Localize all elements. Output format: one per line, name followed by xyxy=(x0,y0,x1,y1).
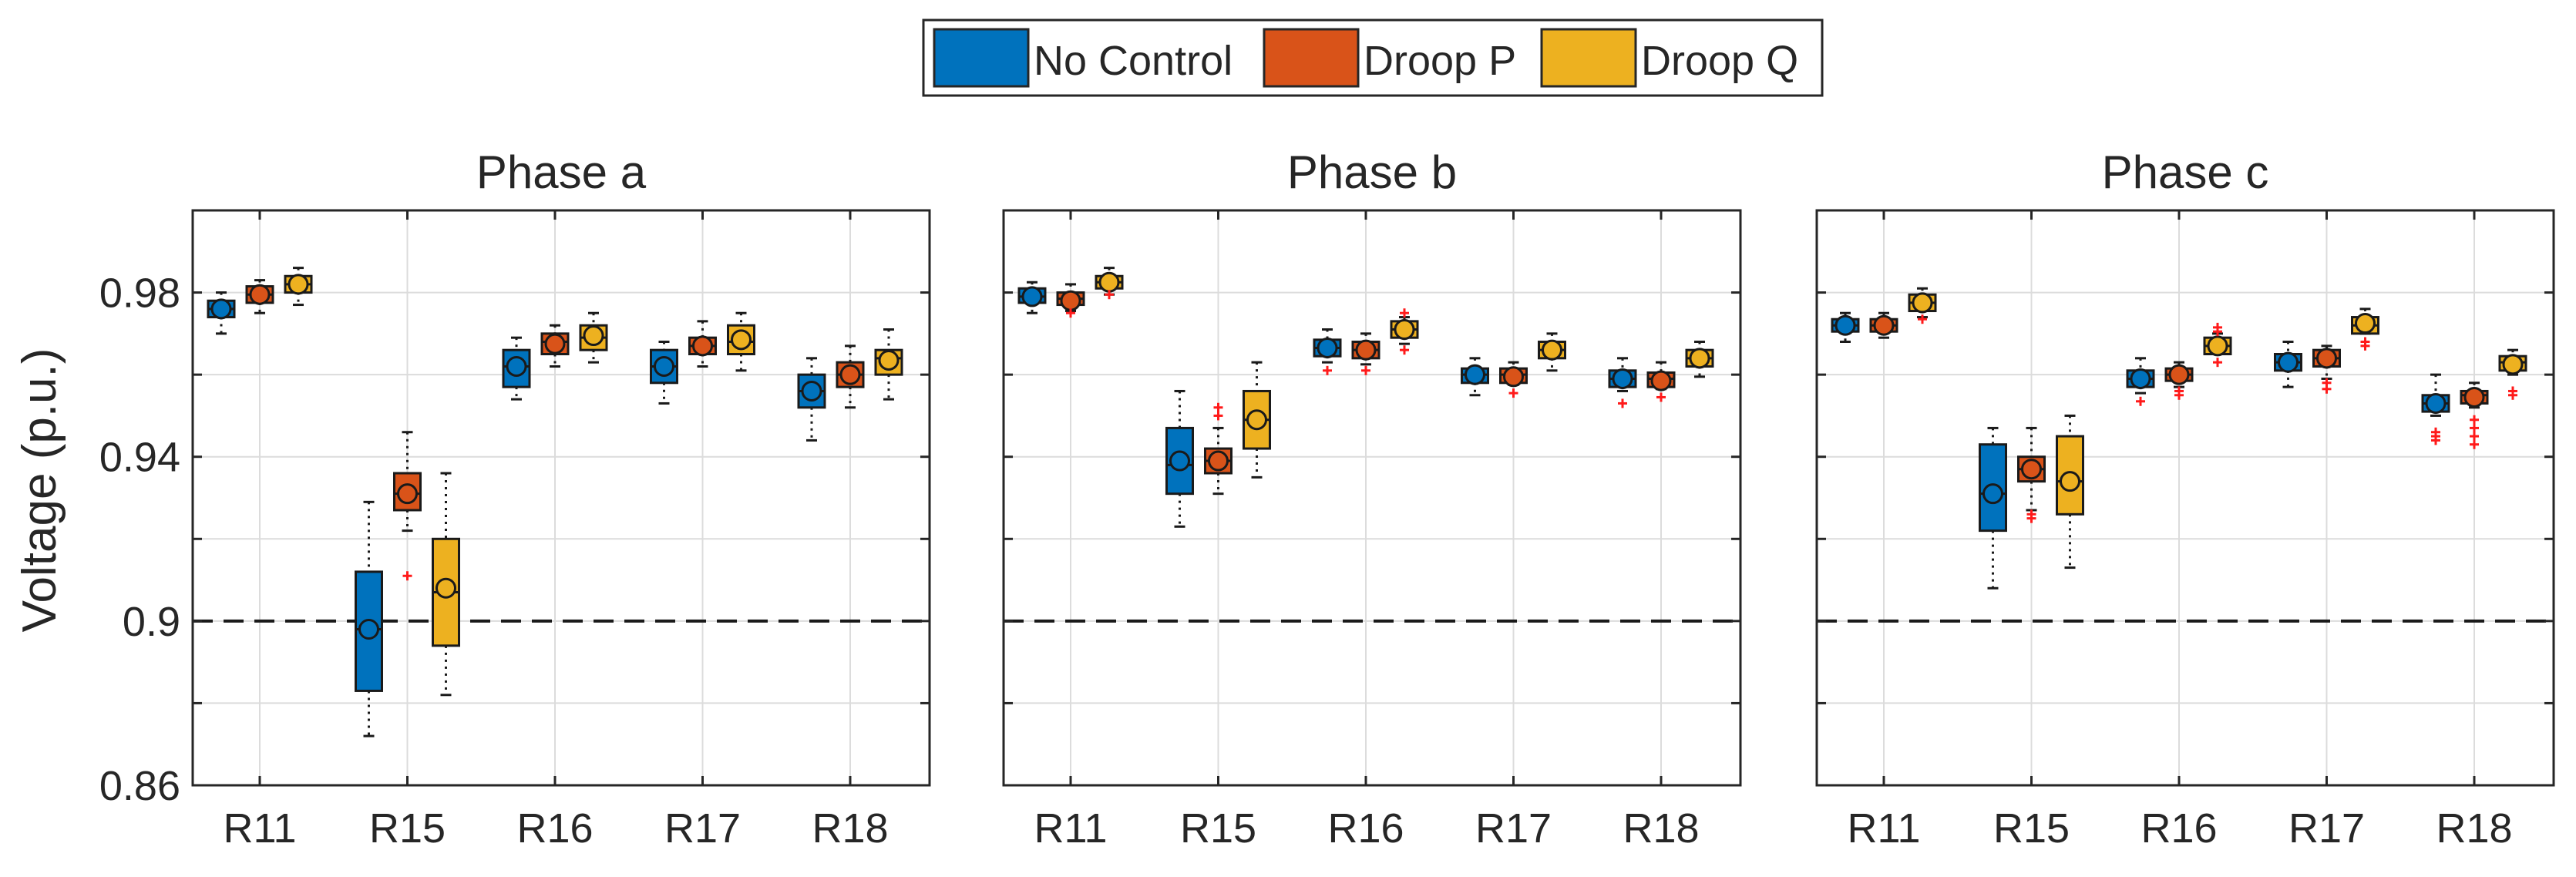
mean-marker-r17-droop-q xyxy=(2355,313,2376,334)
x-tick-label-r18: R18 xyxy=(812,805,888,852)
y-axis-label: Voltage (p.u.) xyxy=(13,348,66,633)
plot-area-phase-c xyxy=(1817,210,2554,785)
legend-label-no-control: No Control xyxy=(1034,38,1233,84)
mean-marker-r18-droop-p xyxy=(1650,370,1672,391)
plot-area-phase-b xyxy=(1004,210,1740,785)
mean-marker-r17-no-control xyxy=(1465,364,1485,385)
y-tick-label: 0.98 xyxy=(99,270,180,317)
mean-marker-r11-droop-p xyxy=(249,284,271,305)
x-tick-label-r15: R15 xyxy=(1993,805,2070,852)
legend-swatch-no-control xyxy=(933,28,1030,88)
mean-marker-r15-droop-q xyxy=(2060,471,2080,492)
mean-marker-r17-droop-q xyxy=(731,329,752,351)
mean-marker-r16-no-control xyxy=(2130,368,2151,389)
legend: No Control Droop P Droop Q xyxy=(922,18,1824,97)
x-tick-label-r17: R17 xyxy=(664,805,741,852)
mean-marker-r15-no-control xyxy=(358,619,379,640)
panel-phase-b: R11 R15 R16 R17 R18 Phase b xyxy=(1002,146,1742,852)
x-tick-label-r18: R18 xyxy=(2436,805,2512,852)
x-tick-label-r15: R15 xyxy=(1180,805,1256,852)
mean-marker-r18-no-control xyxy=(801,380,822,402)
x-tick-label-r17: R17 xyxy=(2288,805,2365,852)
mean-marker-r15-no-control xyxy=(1169,450,1190,472)
panel-phase-c: R11 R15 R16 R17 R18 Phase c xyxy=(1815,146,2555,852)
mean-marker-r11-droop-p xyxy=(1873,314,1895,336)
mean-marker-r15-droop-q xyxy=(435,577,456,599)
x-tick-label-r16: R16 xyxy=(1327,805,1404,852)
x-tick-label-r11: R11 xyxy=(223,805,296,852)
mean-marker-r16-droop-q xyxy=(583,325,604,347)
mean-marker-r15-droop-p xyxy=(397,483,418,505)
legend-box xyxy=(922,18,1824,97)
mean-marker-r16-no-control xyxy=(506,355,527,377)
x-tick-label-r15: R15 xyxy=(369,805,446,852)
box-r15-droop-q xyxy=(2056,435,2084,516)
axes-frame-phase-c xyxy=(1815,209,2555,787)
panel-title-phase-b: Phase b xyxy=(1287,146,1457,198)
mean-marker-r15-droop-p xyxy=(2021,459,2042,480)
mean-marker-r16-no-control xyxy=(1317,338,1338,359)
panel-title-phase-c: Phase c xyxy=(2102,146,2269,198)
axes-frame-phase-a xyxy=(191,209,931,787)
legend-swatch-droop-q xyxy=(1540,28,1637,88)
mean-marker-r18-no-control xyxy=(1612,368,1633,389)
mean-marker-r17-droop-p xyxy=(2316,348,2337,369)
mean-marker-r11-no-control xyxy=(210,298,232,320)
axes-frame-phase-b xyxy=(1002,209,1742,787)
y-tick-label: 0.86 xyxy=(99,763,180,809)
panel-phase-a: 0.86 0.9 0.94 0.98 R11 R15 R16 R17 R18 Phase a xyxy=(99,146,931,852)
mean-marker-r15-droop-q xyxy=(1246,409,1267,431)
mean-marker-r18-droop-p xyxy=(839,364,861,385)
mean-marker-r11-droop-q xyxy=(1098,271,1120,293)
mean-marker-r16-droop-q xyxy=(1394,319,1415,341)
mean-marker-r11-droop-q xyxy=(288,274,309,295)
mean-marker-r11-droop-p xyxy=(1060,290,1081,311)
mean-marker-r18-no-control xyxy=(2425,392,2447,414)
mean-marker-r18-droop-q xyxy=(878,349,900,371)
mean-marker-r18-droop-q xyxy=(1689,348,1710,369)
mean-marker-r17-droop-p xyxy=(1503,366,1524,388)
x-tick-label-r11: R11 xyxy=(1034,805,1107,852)
plot-area-phase-a xyxy=(193,210,930,785)
x-tick-label-r11: R11 xyxy=(1847,805,1920,852)
mean-marker-r17-no-control xyxy=(654,355,674,377)
mean-marker-r16-droop-p xyxy=(1355,339,1377,361)
legend-label-droop-q: Droop Q xyxy=(1641,38,1798,84)
mean-marker-r17-droop-p xyxy=(692,335,713,357)
mean-marker-r11-no-control xyxy=(1021,286,1043,307)
y-tick-label: 0.94 xyxy=(99,435,180,481)
mean-marker-r18-droop-q xyxy=(2502,354,2524,375)
x-tick-label-r17: R17 xyxy=(1475,805,1552,852)
y-tick-label: 0.9 xyxy=(123,599,180,645)
mean-marker-r15-no-control xyxy=(1982,483,2003,505)
legend-label-droop-p: Droop P xyxy=(1364,38,1516,84)
panel-title-phase-a: Phase a xyxy=(476,146,647,198)
legend-swatch-droop-p xyxy=(1263,28,1360,88)
mean-marker-r16-droop-q xyxy=(2207,335,2228,357)
mean-marker-r17-droop-q xyxy=(1542,339,1562,361)
x-tick-label-r16: R16 xyxy=(2141,805,2217,852)
chart-panels: 0.86 0.9 0.94 0.98 R11 R15 R16 R17 R18 Phase a R11… xyxy=(99,146,2555,852)
mean-marker-r16-droop-p xyxy=(544,333,566,354)
x-tick-label-r16: R16 xyxy=(516,805,593,852)
mean-marker-r16-droop-p xyxy=(2168,364,2190,385)
x-tick-label-r18: R18 xyxy=(1623,805,1699,852)
mean-marker-r17-no-control xyxy=(2278,351,2299,373)
mean-marker-r11-droop-q xyxy=(1912,292,1933,314)
mean-marker-r11-no-control xyxy=(1834,314,1856,336)
mean-marker-r15-droop-p xyxy=(1208,450,1229,472)
mean-marker-r18-droop-p xyxy=(2463,386,2485,408)
